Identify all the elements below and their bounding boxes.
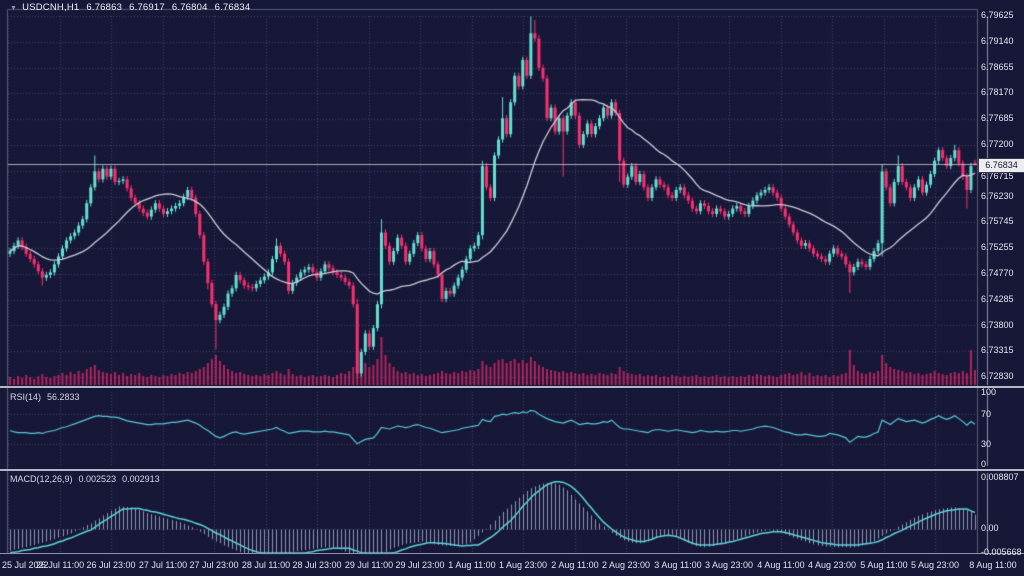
time-axis-label: 5 Aug 23:00	[910, 560, 960, 570]
time-axis-label: 1 Aug 23:00	[498, 560, 548, 570]
time-axis-label: 3 Aug 23:00	[704, 560, 754, 570]
price-axis-label: 6.76715	[981, 171, 1014, 181]
price-axis-label: 6.75745	[981, 216, 1014, 226]
rsi-axis-label: 100	[981, 387, 997, 397]
price-axis-label: 6.78655	[981, 62, 1014, 72]
price-axis-label: 6.74285	[981, 294, 1014, 304]
time-axis-label: 28 Jul 23:00	[292, 560, 342, 570]
time-axis-label: 4 Aug 11:00	[757, 560, 805, 570]
macd-panel-splitter[interactable]	[0, 469, 1024, 471]
price-axis-label: 6.72830	[981, 371, 1014, 381]
time-axis-label: 8 Aug 11:00	[969, 560, 1017, 570]
time-axis-label: 5 Aug 11:00	[860, 560, 908, 570]
price-axis-label: 6.77200	[981, 139, 1014, 149]
price-axis-label: 6.73800	[981, 320, 1014, 330]
time-axis-label: 29 Jul 11:00	[344, 560, 394, 570]
price-axis-label: 6.77685	[981, 113, 1014, 123]
time-axis-label: 2 Aug 11:00	[551, 560, 599, 570]
time-axis-label: 25 Jul 2022	[2, 560, 49, 570]
time-axis-label: 28 Jul 11:00	[241, 560, 291, 570]
time-axis-label: 3 Aug 11:00	[654, 560, 702, 570]
price-axis-label: 6.75255	[981, 242, 1014, 252]
rsi-axis-label: 70	[981, 409, 992, 419]
bid-price-tag: 6.76834	[978, 158, 1024, 173]
rsi-axis-label: 30	[981, 439, 992, 449]
rsi-axis-label: 0	[981, 459, 987, 469]
time-axis-label: 29 Jul 23:00	[395, 560, 445, 570]
macd-axis-label: -0.005668	[981, 547, 1022, 557]
macd-axis-label: 0.00	[981, 523, 999, 533]
price-axis-label: 6.79140	[981, 36, 1014, 46]
time-axis-label: 2 Aug 23:00	[601, 560, 651, 570]
price-axis-label: 6.73315	[981, 345, 1014, 355]
time-axis-label: 26 Jul 11:00	[35, 560, 85, 570]
time-axis-label: 1 Aug 11:00	[448, 560, 496, 570]
time-axis-label: 26 Jul 23:00	[86, 560, 136, 570]
price-axis-label: 6.76230	[981, 191, 1014, 201]
price-axis-label: 6.74770	[981, 268, 1014, 278]
rsi-panel-splitter[interactable]	[0, 386, 1024, 388]
macd-axis-label: 0.008807	[981, 472, 1019, 482]
time-axis-label: 27 Jul 23:00	[189, 560, 239, 570]
time-axis-border	[0, 553, 1024, 554]
time-axis-label: 4 Aug 23:00	[807, 560, 857, 570]
price-axis-label: 6.78170	[981, 87, 1014, 97]
price-axis-label: 6.79625	[981, 10, 1014, 20]
time-axis-label: 27 Jul 11:00	[138, 560, 188, 570]
